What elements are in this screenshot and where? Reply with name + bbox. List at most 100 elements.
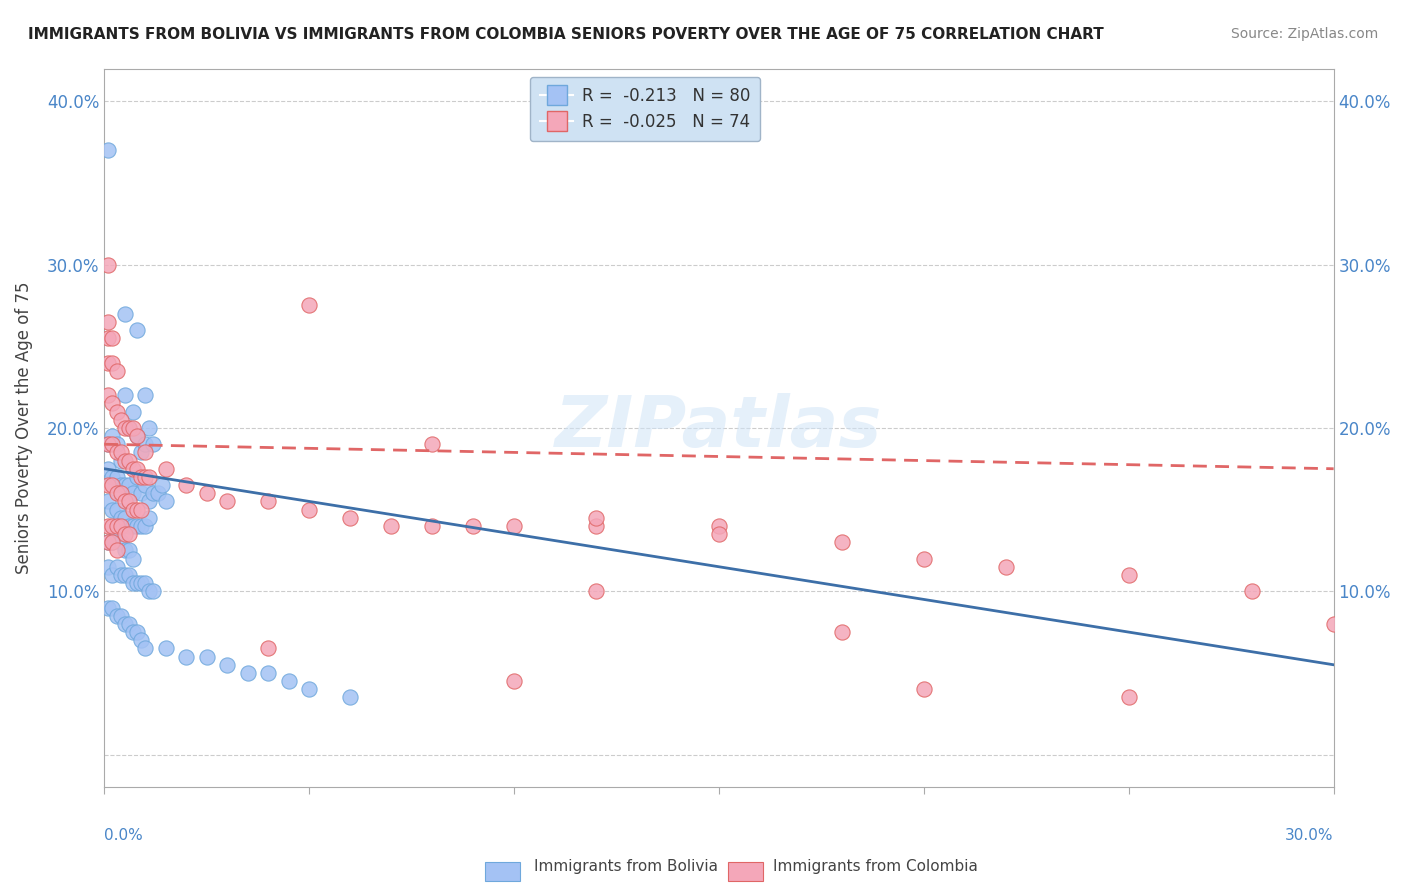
Point — [105, 364, 128, 378]
Point — [97, 388, 120, 402]
Point — [707, 519, 730, 533]
Point — [118, 421, 141, 435]
Point — [97, 355, 120, 369]
Point — [110, 510, 132, 524]
Point — [122, 404, 145, 418]
Point — [134, 576, 156, 591]
Point — [420, 519, 443, 533]
Point — [125, 429, 148, 443]
Point — [298, 502, 321, 516]
Point — [105, 437, 128, 451]
Point — [110, 608, 132, 623]
Point — [585, 510, 607, 524]
Point — [134, 470, 156, 484]
Point — [142, 584, 165, 599]
Point — [118, 527, 141, 541]
Point — [142, 437, 165, 451]
Point — [97, 258, 120, 272]
Point — [134, 478, 156, 492]
Point — [105, 486, 128, 500]
Point — [585, 584, 607, 599]
Point — [125, 462, 148, 476]
Point — [1240, 584, 1263, 599]
Point — [105, 527, 128, 541]
Point — [503, 674, 526, 689]
Point — [97, 494, 120, 508]
Point — [97, 535, 120, 549]
Point — [101, 568, 124, 582]
Point — [122, 576, 145, 591]
Point — [122, 625, 145, 640]
Text: Source: ZipAtlas.com: Source: ZipAtlas.com — [1230, 27, 1378, 41]
Point — [125, 429, 148, 443]
Point — [97, 600, 120, 615]
Point — [114, 494, 136, 508]
Point — [257, 641, 280, 656]
Point — [97, 478, 120, 492]
Point — [110, 413, 132, 427]
Point — [114, 543, 136, 558]
Point — [461, 519, 484, 533]
Point — [101, 502, 124, 516]
Point — [122, 462, 145, 476]
Point — [101, 600, 124, 615]
Legend: R =  -0.213   N = 80, R =  -0.025   N = 74: R = -0.213 N = 80, R = -0.025 N = 74 — [530, 77, 761, 141]
Point — [298, 682, 321, 697]
Point — [122, 421, 145, 435]
Point — [114, 478, 136, 492]
Point — [129, 633, 152, 648]
Point — [125, 470, 148, 484]
Point — [1118, 690, 1140, 705]
Point — [110, 478, 132, 492]
Point — [912, 551, 935, 566]
Point — [114, 388, 136, 402]
Point — [114, 307, 136, 321]
Point — [118, 453, 141, 467]
Text: 0.0%: 0.0% — [104, 828, 143, 843]
Point — [114, 510, 136, 524]
Point — [101, 519, 124, 533]
Point — [114, 568, 136, 582]
Point — [155, 641, 177, 656]
Point — [236, 665, 259, 680]
Point — [174, 478, 197, 492]
Point — [125, 576, 148, 591]
Point — [118, 494, 141, 508]
Point — [134, 641, 156, 656]
Point — [277, 674, 299, 689]
Point — [129, 486, 152, 500]
Point — [110, 486, 132, 500]
Point — [134, 437, 156, 451]
Point — [831, 535, 853, 549]
Point — [125, 625, 148, 640]
Y-axis label: Seniors Poverty Over the Age of 75: Seniors Poverty Over the Age of 75 — [15, 282, 32, 574]
Point — [105, 502, 128, 516]
Point — [585, 519, 607, 533]
Point — [101, 478, 124, 492]
Point — [101, 437, 124, 451]
Point — [1323, 616, 1346, 631]
Point — [138, 510, 160, 524]
Point — [298, 298, 321, 312]
Point — [217, 657, 239, 672]
Point — [105, 404, 128, 418]
Point — [114, 527, 136, 541]
Point — [129, 502, 152, 516]
Point — [110, 568, 132, 582]
Text: Immigrants from Bolivia: Immigrants from Bolivia — [534, 859, 718, 874]
Point — [110, 535, 132, 549]
Text: ZIPatlas: ZIPatlas — [555, 393, 883, 462]
Point — [122, 551, 145, 566]
Point — [134, 388, 156, 402]
Point — [97, 437, 120, 451]
Point — [1118, 568, 1140, 582]
Point — [97, 143, 120, 157]
Point — [150, 478, 173, 492]
Point — [339, 690, 361, 705]
Point — [110, 445, 132, 459]
Point — [101, 331, 124, 345]
Point — [138, 584, 160, 599]
Point — [217, 494, 239, 508]
Point — [138, 421, 160, 435]
Point — [257, 494, 280, 508]
